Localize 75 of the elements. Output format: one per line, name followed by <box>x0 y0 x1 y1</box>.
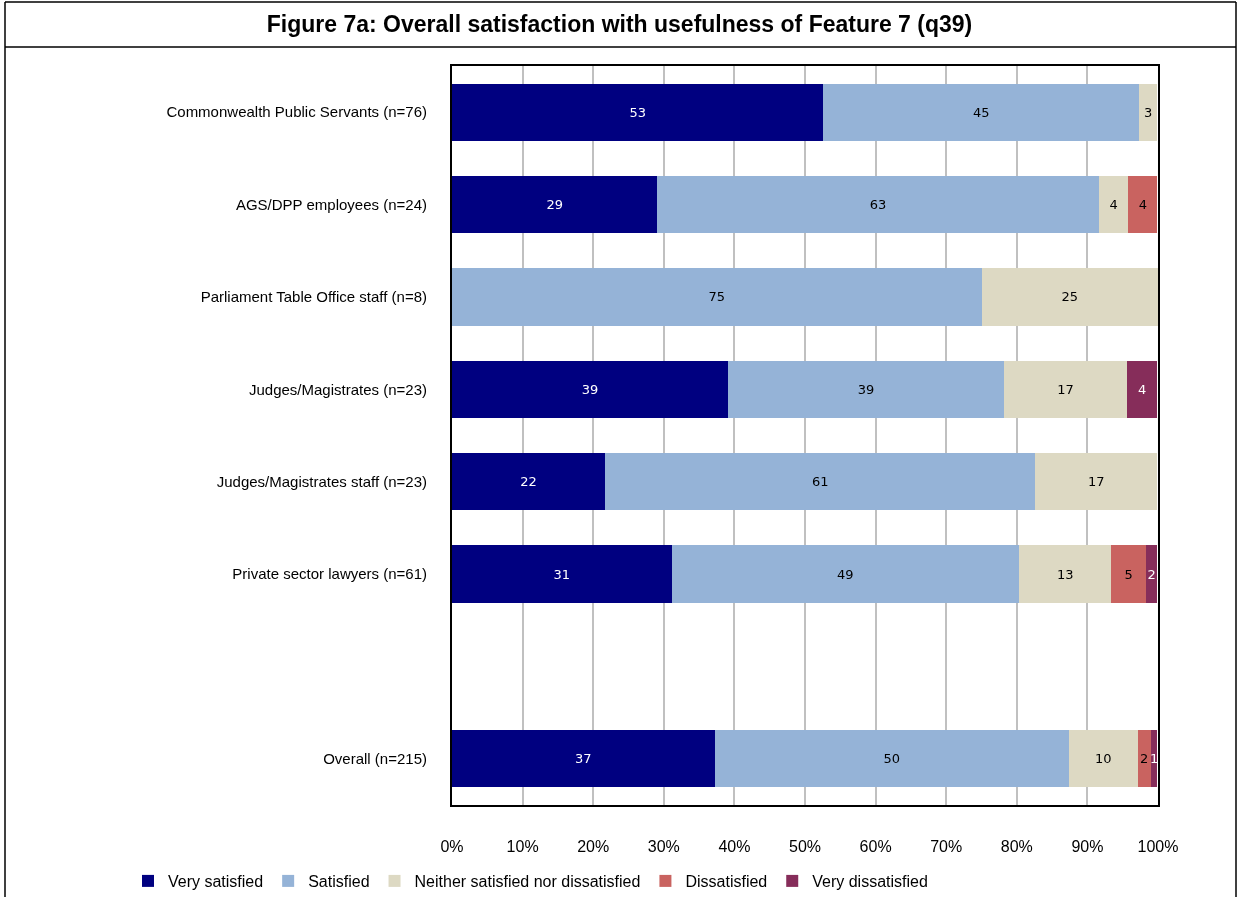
bar <box>1126 360 1158 418</box>
x-tick-label: 70% <box>930 838 963 856</box>
x-tick-label: 90% <box>1071 838 1104 856</box>
bar <box>452 268 982 326</box>
bar <box>714 730 1070 788</box>
legend-label: Satisfied <box>308 873 370 891</box>
bar <box>1035 453 1158 511</box>
data-label: 39 <box>857 381 875 397</box>
x-tick-label: 40% <box>718 838 751 856</box>
data-label: 25 <box>1061 289 1079 305</box>
data-label: 2 <box>1140 751 1149 767</box>
bar <box>452 175 658 234</box>
chart-title: Figure 7a: Overall satisfaction with usefulness of Feature 7 (q39) <box>266 11 973 38</box>
y-tick-label: Commonwealth Public Servants (n=76) <box>166 103 427 121</box>
bar <box>1137 730 1151 788</box>
bar <box>823 83 1139 141</box>
x-tick-label: 50% <box>788 838 822 856</box>
y-tick-label: AGS/DPP employees (n=24) <box>235 195 427 213</box>
bar <box>1146 545 1158 603</box>
bar <box>1128 175 1158 234</box>
y-tick-label: Private sector lawyers (n=61) <box>232 565 427 583</box>
bar <box>452 545 672 603</box>
bar <box>657 175 1099 234</box>
y-tick-label: Overall (n=215) <box>323 750 427 768</box>
bar <box>728 360 1005 418</box>
data-label: 17 <box>1057 381 1074 397</box>
legend-label: Dissatisfied <box>685 873 768 891</box>
data-label: 13 <box>1056 566 1074 582</box>
bar <box>981 268 1158 326</box>
x-tick-label: 10% <box>506 838 539 856</box>
data-label: 4 <box>1109 197 1118 213</box>
data-label: 39 <box>581 381 599 397</box>
bar <box>452 360 729 418</box>
legend-label: Neither satisfied nor dissatisfied <box>414 873 641 891</box>
data-label: 1 <box>1149 751 1159 767</box>
bar <box>452 730 715 788</box>
bar <box>1111 545 1146 603</box>
data-label: 22 <box>520 474 537 490</box>
y-tick-label: Parliament Table Office staff (n=8) <box>200 288 427 306</box>
x-tick-label: 80% <box>1000 838 1033 856</box>
data-label: 4 <box>1138 197 1147 213</box>
data-label: 29 <box>546 197 563 213</box>
y-tick-label: Judges/Magistrates (n=23) <box>248 380 427 398</box>
data-label: 61 <box>811 474 829 490</box>
legend-label: Very satisfied <box>168 873 264 891</box>
x-tick-label: 20% <box>577 838 610 856</box>
bar <box>1018 545 1112 603</box>
data-label: 50 <box>883 751 901 767</box>
data-label: 49 <box>836 566 854 582</box>
data-label: 10 <box>1095 751 1112 767</box>
data-label: 17 <box>1087 474 1105 490</box>
data-label: 4 <box>1137 381 1147 397</box>
x-tick-label: 60% <box>859 838 892 856</box>
bar <box>605 453 1036 511</box>
bar <box>452 453 606 511</box>
x-tick-label: 0% <box>440 838 464 856</box>
data-label: 75 <box>708 289 726 305</box>
data-label: 3 <box>1143 104 1153 120</box>
data-label: 63 <box>869 197 887 213</box>
bar <box>1098 175 1129 234</box>
x-tick-label: 100% <box>1137 838 1179 856</box>
data-label: 45 <box>972 104 990 120</box>
bar <box>1004 360 1127 418</box>
data-label: 5 <box>1124 566 1133 582</box>
data-label: 37 <box>575 751 592 767</box>
data-label: 31 <box>553 566 571 582</box>
x-tick-label: 30% <box>647 838 680 856</box>
bar <box>452 83 824 141</box>
legend-label: Very dissatisfied <box>812 873 928 891</box>
bar <box>671 545 1019 603</box>
data-label: 2 <box>1147 566 1156 582</box>
data-label: 53 <box>629 104 646 120</box>
bar <box>1069 730 1138 788</box>
bar <box>1138 83 1158 141</box>
y-tick-label: Judges/Magistrates staff (n=23) <box>216 472 427 490</box>
